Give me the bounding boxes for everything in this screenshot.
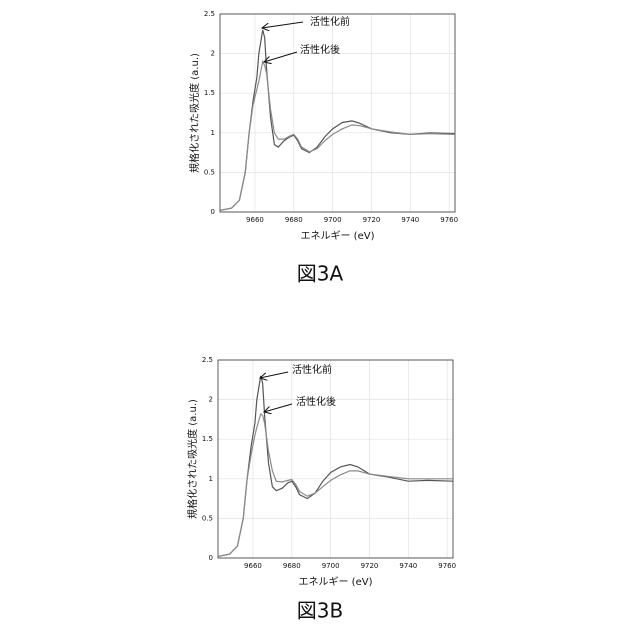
x-tick-label: 9760 (440, 216, 458, 224)
y-tick-label: 0 (211, 208, 215, 216)
y-tick-label: 1.5 (202, 435, 213, 443)
x-tick-label: 9760 (438, 562, 456, 570)
annotation-arrow (262, 22, 303, 28)
y-tick-label: 2.5 (202, 356, 213, 364)
annotation: 活性化後 (296, 395, 336, 408)
annotation: 活性化前 (310, 15, 350, 28)
x-axis-label: エネルギー (eV) (299, 576, 373, 588)
y-tick-label: 2 (209, 396, 213, 404)
figure-caption: 図3A (297, 262, 344, 286)
y-tick-label: 0.5 (202, 514, 213, 522)
x-tick-label: 9720 (363, 216, 381, 224)
x-tick-label: 9700 (322, 562, 340, 570)
y-tick-label: 1 (209, 475, 213, 483)
y-tick-label: 0 (209, 554, 213, 562)
x-tick-label: 9740 (401, 216, 419, 224)
figure: 0 0.5 1 1.5 2 2.5 9660 9680 9700 9720 9740 9760 活性化前… (0, 0, 640, 640)
y-axis-label: 規格化された吸光度 (a.u.) (186, 399, 199, 519)
x-tick-label: 9700 (324, 216, 342, 224)
y-tick-label: 2 (211, 50, 215, 58)
annotation-arrow (264, 404, 292, 412)
x-tick-label: 9680 (285, 216, 303, 224)
y-tick-label: 1.5 (204, 89, 215, 97)
x-tick-label: 9660 (246, 216, 264, 224)
annotation: 活性化後 (300, 43, 340, 56)
x-tick-label: 9660 (244, 562, 262, 570)
x-tick-label: 9740 (399, 562, 417, 570)
figure-caption: 図3B (297, 599, 343, 623)
annotation: 活性化前 (292, 363, 332, 376)
y-tick-label: 0.5 (204, 168, 215, 176)
y-axis-label: 規格化された吸光度 (a.u.) (188, 53, 201, 173)
x-tick-label: 9680 (283, 562, 301, 570)
y-tick-label: 2.5 (204, 10, 215, 18)
x-axis-label: エネルギー (eV) (301, 230, 375, 242)
annotation-arrow (260, 372, 288, 378)
y-tick-label: 1 (211, 129, 215, 137)
x-tick-label: 9720 (361, 562, 379, 570)
